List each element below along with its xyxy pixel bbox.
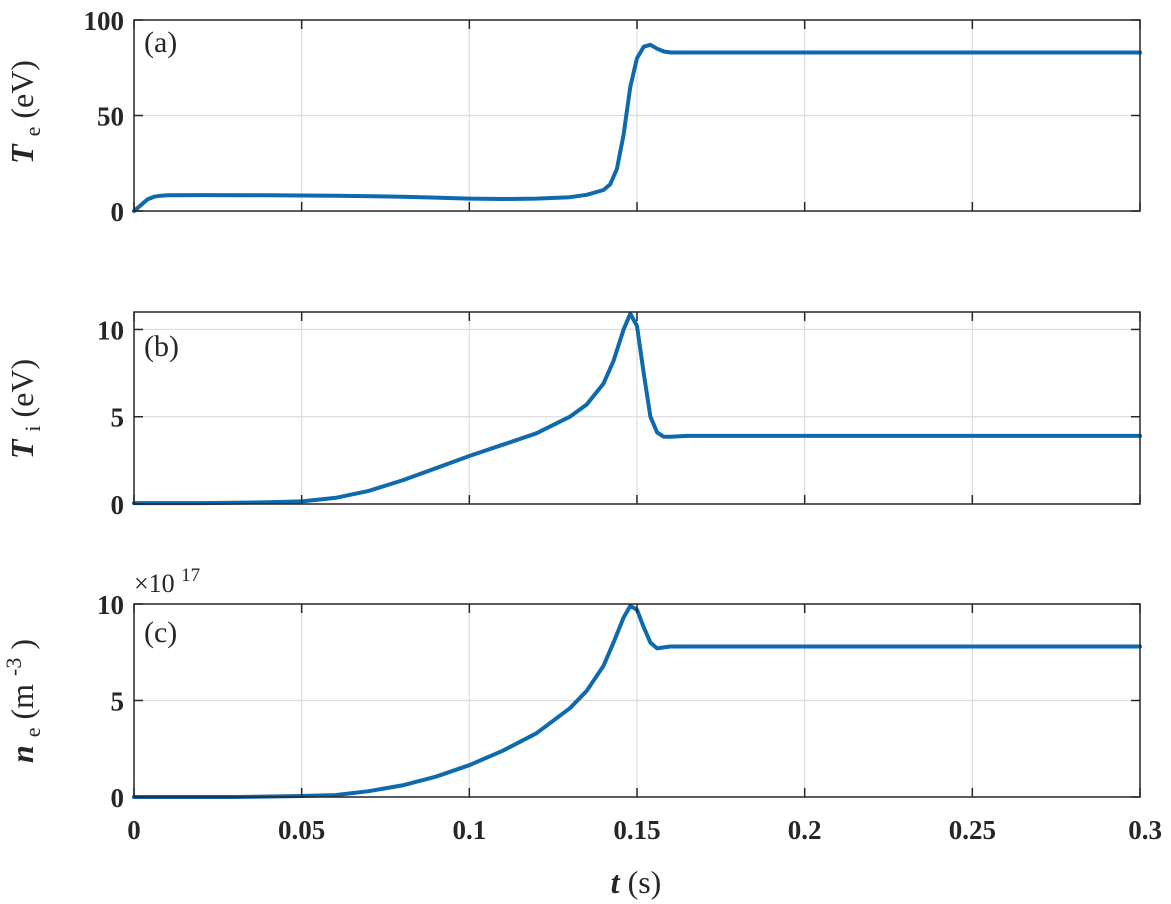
panel-c-series [132,603,1142,799]
panel-b-series [132,311,1142,506]
panel-c-ylabel-subscript: e [20,727,45,737]
panel-a-y-axis-label: T e (eV) [4,60,47,164]
x-tick-label: 0.15 [613,815,660,845]
panel-c-grid [134,604,1140,797]
x-tick-label: 0.1 [452,815,486,845]
x-tick-label: 0.2 [788,815,822,845]
panel-a-ylabel-unit: (eV) [4,60,40,119]
panel-a-tag: (a) [144,26,177,59]
panel-a-y-tick-label: 50 [97,102,124,132]
panel-c-exponent-base: ×10 [134,569,175,598]
panel-c-exponent-label: ×10 17 [134,565,200,598]
panel-c-y-ticks: 0 5 10 [97,590,1141,813]
panel-b-tag: (b) [144,330,179,363]
panel-c-ylabel-unit-superscript: -3 [1,658,26,676]
panel-b-y-ticks: 0 5 10 [97,312,1141,520]
panel-a-data-line [132,42,1142,213]
x-tick-label: 0.05 [278,815,325,845]
panel-a: 0 50 100 (a) T e (eV) [4,6,1142,227]
panel-c-ylabel-unit: (m [4,684,40,720]
panel-b-data-line [132,311,1142,506]
panel-b-ylabel-variable: T [4,438,40,459]
x-axis-label: t (s) [611,864,662,900]
panel-a-series [132,42,1142,213]
panel-c-ylabel-unit-close: ) [4,639,40,650]
panel-a-ylabel-subscript: e [20,127,45,137]
panel-b-y-axis-label: T i (eV) [4,359,47,459]
panel-c-tag: (c) [144,616,177,649]
panel-a-y-tick-label: 100 [84,6,125,36]
panel-c-y-tick-label: 10 [97,590,124,620]
panel-c-y-tick-label: 0 [111,783,125,813]
x-axis-variable: t [611,864,621,900]
panel-c-exponent-power: 17 [181,565,200,586]
panel-a-ylabel-variable: T [4,143,40,164]
panel-b-ylabel-subscript: i [20,425,45,431]
panel-c: 0 5 10 (c) ×10 17 n e (m -3 ) [0,565,1142,813]
panel-c-y-axis-label: n e (m -3 ) [0,639,47,763]
panel-b-ylabel-unit: (eV) [4,359,40,418]
panel-c-data-line [132,603,1142,799]
panel-b-y-tick-label: 0 [111,490,125,520]
panel-b: 0 5 10 (b) T i (eV) [4,311,1142,520]
panel-c-ylabel-variable: n [4,745,40,763]
x-axis-unit: (s) [628,864,662,900]
panel-a-y-ticks: 0 50 100 [84,6,1141,227]
x-tick-label: 0 [127,815,141,845]
panel-a-y-tick-label: 0 [111,197,125,227]
panel-b-y-tick-label: 5 [111,403,125,433]
x-tick-labels: 0 0.05 0.1 0.15 0.2 0.25 0.3 [127,815,1162,845]
x-tick-label: 0.3 [1128,815,1162,845]
panel-b-y-tick-label: 10 [97,315,124,345]
panel-c-y-tick-label: 5 [111,687,125,717]
x-tick-label: 0.25 [949,815,996,845]
